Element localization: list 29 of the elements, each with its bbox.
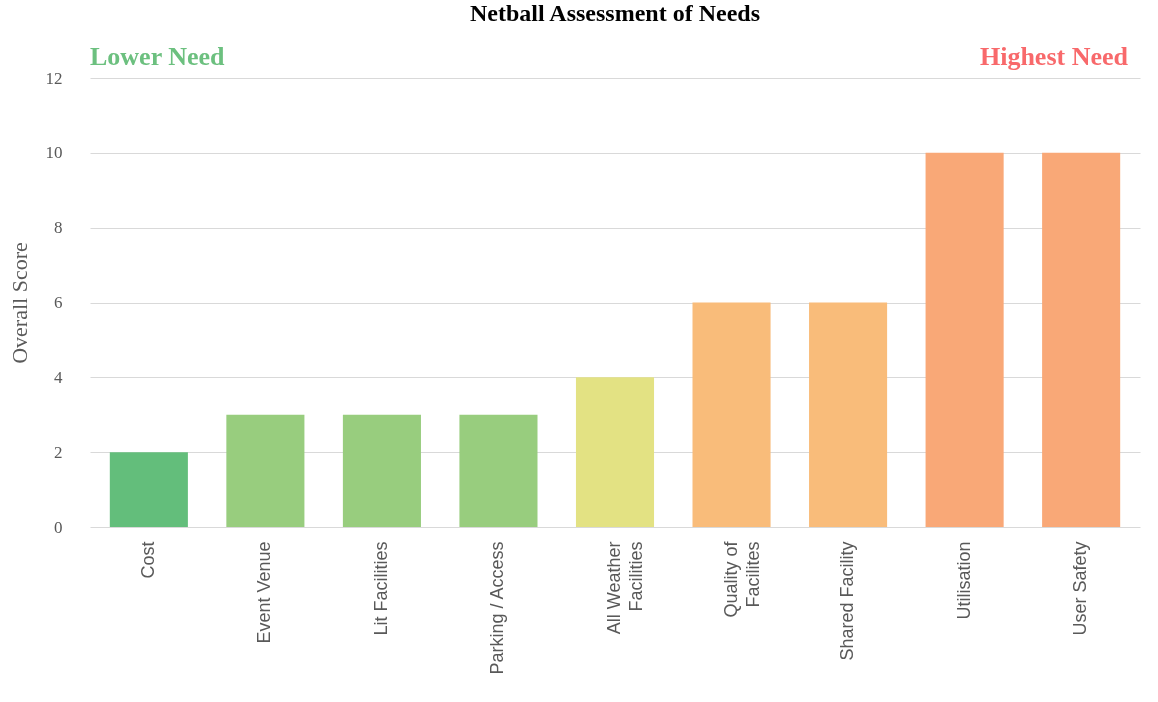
x-tick-label: All Weather Facilities xyxy=(604,541,646,635)
text: Highest Need xyxy=(979,42,1129,71)
bar xyxy=(1042,152,1121,527)
y-tick-label: 8 xyxy=(54,218,63,238)
bar xyxy=(809,302,888,527)
x-tick-label: Lit Facilities xyxy=(370,541,391,636)
bar xyxy=(925,152,1004,527)
y-tick-label: 10 xyxy=(45,143,63,163)
x-tick-label: User Safety xyxy=(1070,541,1091,636)
y-tick-label: 4 xyxy=(54,367,63,387)
y-tick-label: 2 xyxy=(54,442,63,462)
y-axis-title: Overall Score xyxy=(6,242,32,364)
bar xyxy=(459,414,538,527)
x-tick-label: Cost xyxy=(137,541,158,579)
text: Lower Need xyxy=(90,42,226,71)
y-tick-label: 0 xyxy=(54,517,63,537)
chart-title: Netball Assessment of Needs xyxy=(470,0,760,26)
x-tick-label: Utilisation xyxy=(953,541,974,620)
bar xyxy=(692,302,771,527)
bar xyxy=(226,414,305,527)
bar xyxy=(575,377,655,527)
y-tick-label: 6 xyxy=(54,293,63,312)
x-tick-label: Parking / Access xyxy=(487,541,508,675)
bar xyxy=(109,452,188,527)
x-tick-label: Shared Facility xyxy=(837,541,858,661)
x-tick-label: Quality of Facilites xyxy=(720,540,763,618)
bar xyxy=(342,414,421,527)
x-tick-label: Event Venue xyxy=(254,541,275,644)
y-tick-label: 12 xyxy=(45,68,63,88)
